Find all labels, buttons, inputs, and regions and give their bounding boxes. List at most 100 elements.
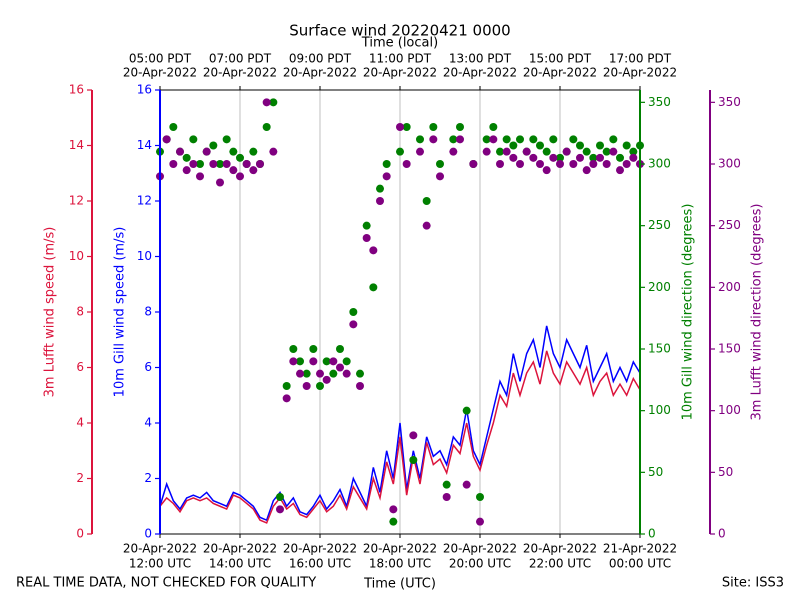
y-tick-label: 50	[718, 465, 733, 479]
series-point	[482, 135, 491, 144]
series-point	[182, 153, 191, 162]
x2-tick-label: 09:00 PDT	[289, 52, 352, 66]
x-tick-label: 16:00 UTC	[289, 557, 351, 571]
series-point	[482, 147, 491, 156]
y-tick-label: 250	[718, 218, 741, 232]
series-point	[522, 147, 531, 156]
series-point	[449, 147, 458, 156]
y-tick-label: 350	[718, 95, 741, 109]
x-tick-label: 20-Apr-2022	[283, 542, 357, 556]
series-point	[456, 123, 464, 131]
x2-tick-label: 17:00 PDT	[609, 52, 672, 66]
series-point	[589, 153, 598, 162]
plot-area	[156, 98, 644, 526]
series-point	[576, 141, 584, 150]
series-point	[222, 135, 231, 144]
chart-title: Surface wind 20220421 0000	[289, 22, 510, 40]
y-axis-label: 10m Gill wind direction (degrees)	[681, 204, 696, 421]
series-point	[416, 135, 424, 144]
y-tick-label: 14	[137, 138, 152, 152]
series-point	[209, 160, 218, 168]
series-point	[316, 382, 324, 390]
series-point	[349, 308, 358, 316]
series-point	[576, 153, 584, 162]
series-point	[282, 394, 291, 403]
series-point	[569, 135, 578, 144]
series-point	[436, 172, 444, 181]
series-point	[502, 135, 511, 144]
series-point	[402, 123, 411, 131]
series-point	[509, 141, 518, 150]
series-point	[416, 147, 424, 156]
series-point	[202, 147, 211, 156]
series-point	[262, 98, 271, 107]
series-point	[309, 345, 318, 353]
series-point	[296, 369, 304, 378]
series-point	[569, 160, 578, 168]
series-point	[256, 160, 264, 168]
series-point	[196, 172, 204, 181]
y-tick-label: 350	[648, 95, 671, 109]
x-tick-label: 18:00 UTC	[369, 557, 431, 571]
series-point	[562, 147, 571, 156]
series-point	[222, 160, 231, 168]
series-point	[342, 369, 351, 378]
series-point	[289, 345, 298, 353]
y-tick-label: 150	[718, 342, 741, 356]
series-point	[502, 147, 511, 156]
y-tick-label: 16	[137, 83, 152, 97]
series-point	[549, 135, 558, 144]
y-axis-label: 10m Gill wind speed (m/s)	[113, 227, 128, 398]
x-tick-label: 12:00 UTC	[129, 557, 191, 571]
x2-tick-label: 20-Apr-2022	[363, 66, 437, 80]
series-point	[542, 166, 551, 175]
series-point	[382, 172, 391, 181]
series-point	[556, 160, 564, 168]
series-point	[462, 480, 471, 489]
series-point	[176, 147, 184, 156]
series-point	[442, 480, 451, 489]
series-point	[356, 369, 364, 378]
x2-tick-label: 15:00 PDT	[529, 52, 592, 66]
series-point	[262, 123, 271, 131]
series-point	[436, 160, 444, 168]
series-point	[236, 172, 244, 181]
y-tick-label: 250	[648, 218, 671, 232]
series-point	[322, 357, 331, 366]
series-point	[342, 357, 351, 366]
series-point	[462, 406, 471, 415]
series-point	[276, 505, 284, 514]
series-point	[269, 98, 278, 107]
series-point	[196, 160, 204, 168]
y-tick-label: 150	[648, 342, 671, 356]
series-point	[556, 153, 564, 162]
x-axis-label: Time (UTC)	[363, 577, 436, 592]
y-tick-label: 50	[648, 465, 663, 479]
footer-note: REAL TIME DATA, NOT CHECKED FOR QUALITY	[16, 576, 316, 591]
y-tick-label: 4	[76, 416, 84, 430]
y-tick-label: 10	[137, 249, 152, 263]
series-point	[402, 160, 411, 168]
y-tick-label: 200	[648, 280, 671, 294]
y-tick-label: 100	[718, 403, 741, 417]
x-tick-label: 20-Apr-2022	[363, 542, 437, 556]
series-point	[336, 345, 344, 353]
series-point	[216, 160, 224, 168]
x-tick-label: 20-Apr-2022	[523, 542, 597, 556]
series-point	[276, 493, 284, 501]
series-point	[282, 382, 291, 390]
y-tick-label: 12	[137, 194, 152, 208]
series-point	[496, 160, 504, 168]
y-tick-label: 4	[144, 416, 152, 430]
series-point	[489, 123, 498, 131]
y-tick-label: 300	[648, 157, 671, 171]
y-tick-label: 100	[648, 403, 671, 417]
series-point	[249, 166, 258, 175]
y-tick-label: 14	[69, 138, 84, 152]
series-line	[159, 325, 641, 522]
x-tick-label: 20-Apr-2022	[443, 542, 517, 556]
x2-tick-label: 07:00 PDT	[209, 52, 272, 66]
series-point	[602, 160, 611, 168]
series-point	[489, 135, 498, 144]
y-tick-label: 6	[144, 360, 152, 374]
